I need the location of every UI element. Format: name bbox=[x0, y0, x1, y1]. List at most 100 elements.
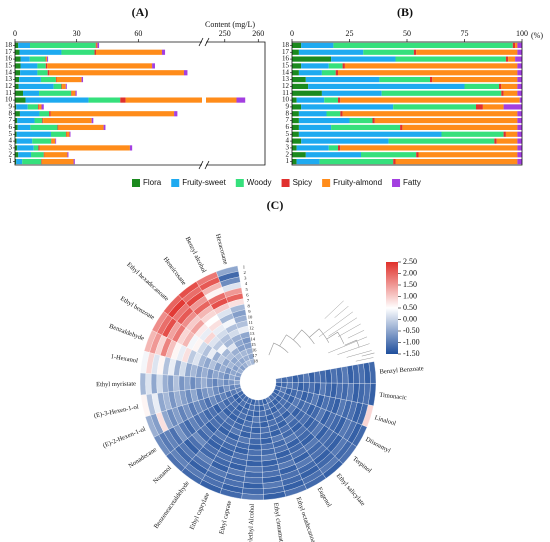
heat-cell bbox=[150, 373, 158, 395]
dendrogram-leaf bbox=[337, 323, 361, 337]
bar-segment bbox=[95, 49, 162, 55]
bar-segment bbox=[37, 70, 48, 76]
heat-cell bbox=[247, 449, 262, 456]
bar-segment bbox=[19, 76, 41, 83]
bar-segment bbox=[503, 104, 522, 110]
dendrogram-branch bbox=[268, 342, 289, 356]
dendrogram-leaf bbox=[324, 300, 344, 319]
bar-segment bbox=[432, 76, 518, 83]
column-label: 9 bbox=[248, 309, 251, 314]
bar-segment bbox=[340, 97, 520, 103]
bar-segment bbox=[46, 56, 48, 62]
bar-segment bbox=[361, 152, 417, 158]
bar-segment bbox=[41, 104, 44, 110]
bar-segment bbox=[292, 131, 299, 137]
dendrogram-leaf bbox=[337, 343, 370, 355]
heat-cell bbox=[223, 379, 230, 387]
legend-swatch bbox=[171, 179, 180, 187]
row-label: 1-Hexanol bbox=[110, 353, 138, 365]
panel-label: (C) bbox=[267, 198, 284, 212]
bar-segment bbox=[15, 117, 18, 124]
column-label: 6 bbox=[246, 292, 249, 297]
row-label: Hexacosane bbox=[214, 233, 229, 265]
bar-segment bbox=[15, 63, 21, 69]
row-label: Ethyl caprate bbox=[218, 500, 233, 535]
bar-segment bbox=[25, 97, 89, 103]
heat-cell bbox=[275, 377, 282, 383]
heat-cell bbox=[297, 373, 304, 383]
bar-segment bbox=[517, 158, 522, 165]
dendrogram-leaf bbox=[328, 317, 358, 337]
bar-segment bbox=[441, 131, 504, 137]
y-tick-label: 13 bbox=[5, 75, 13, 83]
heat-cell bbox=[250, 427, 261, 434]
bar-segment bbox=[374, 117, 518, 124]
heat-cell bbox=[178, 375, 186, 391]
y-tick-label: 1 bbox=[286, 157, 290, 165]
bar-segment bbox=[517, 49, 522, 55]
y-tick-label: 7 bbox=[286, 116, 290, 124]
y-tick-label: 15 bbox=[282, 62, 290, 70]
y-tick-label: 14 bbox=[5, 68, 13, 76]
bar-segment bbox=[94, 49, 96, 55]
bar-segment bbox=[508, 56, 516, 62]
bar-segment bbox=[20, 70, 38, 76]
bar-segment bbox=[416, 152, 419, 158]
colorbar-label: 1.00 bbox=[403, 291, 417, 300]
column-label: 15 bbox=[251, 342, 256, 347]
row-label: Ethyl myristate bbox=[96, 381, 136, 389]
bar-segment bbox=[292, 138, 302, 144]
y-tick-label: 12 bbox=[282, 82, 290, 90]
x-axis-label: (%) bbox=[531, 31, 543, 40]
heat-cell bbox=[246, 460, 263, 467]
bar-segment bbox=[416, 49, 518, 55]
bar-segment bbox=[517, 90, 522, 96]
bar-segment bbox=[17, 145, 34, 151]
bar-segment bbox=[340, 111, 343, 117]
heat-cell bbox=[280, 382, 288, 389]
row-label: Linalool bbox=[374, 414, 397, 427]
bar-segment bbox=[517, 70, 522, 76]
bar-segment bbox=[301, 138, 389, 144]
heat-cell bbox=[228, 379, 235, 386]
bar-segment bbox=[22, 158, 42, 165]
legend-label: Flora bbox=[143, 178, 162, 187]
bar-segment bbox=[476, 104, 483, 110]
bar-segment bbox=[120, 97, 126, 103]
bar-segment bbox=[40, 76, 56, 83]
dendrogram-leaf bbox=[318, 311, 354, 337]
bar-segment bbox=[41, 158, 74, 165]
heat-cell bbox=[156, 374, 163, 394]
x-tick-label: 0 bbox=[290, 29, 294, 38]
bar-segment bbox=[319, 158, 394, 165]
bar-segment bbox=[298, 70, 322, 76]
bar-segment bbox=[47, 63, 153, 69]
row-label: Ethyl hexadecanoate bbox=[125, 261, 170, 303]
bar-segment bbox=[174, 111, 178, 117]
bar-segment bbox=[515, 42, 518, 49]
bar-segment bbox=[292, 42, 302, 49]
heat-cell bbox=[212, 378, 219, 388]
bar-segment bbox=[45, 63, 48, 69]
column-label: 8 bbox=[248, 303, 251, 308]
bar-segment bbox=[296, 97, 325, 103]
bar-segment bbox=[464, 83, 499, 90]
heat-cell bbox=[253, 405, 260, 412]
bar-segment bbox=[400, 124, 403, 131]
y-tick-label: 10 bbox=[5, 96, 13, 104]
bar-segment bbox=[393, 158, 396, 165]
heat-cell bbox=[249, 438, 262, 445]
bar-segment bbox=[49, 70, 184, 76]
bar-segment bbox=[15, 124, 18, 131]
bar-segment bbox=[19, 111, 40, 117]
bar-segment bbox=[402, 124, 518, 131]
bar-segment bbox=[50, 131, 66, 137]
bar-segment bbox=[292, 49, 299, 55]
bar-segment bbox=[161, 49, 166, 55]
bar-segment bbox=[292, 117, 299, 124]
row-label: (E)-3-Hexen-1-ol bbox=[93, 403, 139, 419]
bar-segment bbox=[517, 83, 522, 90]
y-tick-label: 17 bbox=[5, 48, 13, 56]
heat-cell bbox=[184, 376, 191, 391]
